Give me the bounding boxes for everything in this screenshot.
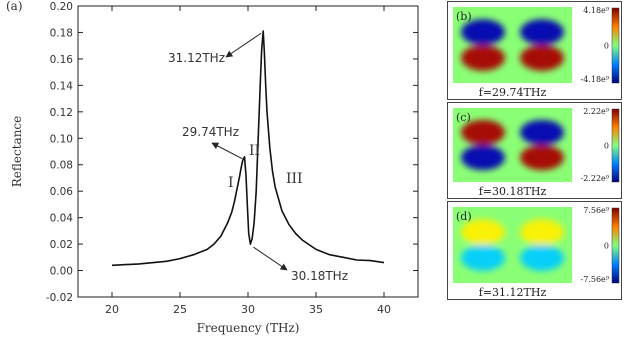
colorbar-tick-label: -2.22e⁹: [581, 174, 610, 183]
frequency-caption: f=31.12THz: [479, 286, 547, 299]
field-lobe-bottom: [520, 45, 564, 71]
field-lobe-top: [461, 19, 505, 45]
x-tick-label: 40: [377, 303, 391, 316]
y-tick-label: 0.06: [50, 186, 74, 198]
annotation-label: 30.18THz: [291, 269, 348, 283]
panel-label: (b): [456, 10, 472, 23]
frequency-caption: f=30.18THz: [479, 185, 547, 198]
panel-label-a: (a): [6, 0, 23, 13]
colorbar-tick-label: -7.56e⁹: [581, 275, 610, 284]
y-tick-label: 0.16: [50, 54, 74, 66]
field-lobe-bottom: [461, 145, 505, 171]
colorbar-tick-label: -4.18e⁹: [581, 75, 610, 84]
colorbar-tick-label: 4.18e⁹: [583, 6, 610, 15]
y-tick-label: 0.14: [50, 80, 74, 92]
field-background: [453, 207, 572, 283]
field-lobe-bottom: [520, 245, 564, 271]
field-lobe-bottom: [520, 145, 564, 171]
y-tick-label: 0.02: [50, 239, 73, 251]
y-tick-label: 0.08: [50, 160, 73, 172]
y-tick-label: 0.04: [50, 213, 74, 225]
region-label: II: [249, 143, 260, 159]
region-label: I: [228, 175, 234, 191]
y-tick-label: 0.18: [50, 27, 73, 39]
field-lobe-top: [520, 119, 564, 145]
field-panel-b: (b) f=29.74THz 4.18e⁹ 0 -4.18e⁹: [447, 1, 622, 100]
panel-label: (c): [456, 111, 471, 124]
x-tick-label: 35: [309, 303, 323, 316]
colorbar-tick-label: 0: [604, 42, 609, 51]
field-lobe-bottom: [461, 245, 505, 271]
field-panel-c: (c) f=30.18THz 2.22e⁹ 0 -2.22e⁹: [447, 102, 622, 199]
x-tick-label: 30: [241, 303, 255, 316]
x-tick-label: 20: [105, 303, 119, 316]
field-lobes: [461, 19, 564, 71]
field-lobe-top: [520, 219, 564, 245]
field-background: [453, 7, 572, 83]
field-panel-d: (d) f=31.12THz 7.56e⁹ 0 -7.56e⁹: [447, 201, 622, 300]
annotation-arrow: [253, 246, 288, 271]
y-tick-label: -0.02: [46, 292, 73, 304]
colorbar: [611, 108, 620, 183]
field-lobe-top: [461, 119, 505, 145]
colorbar-tick-label: 0: [604, 242, 609, 251]
colorbar: [611, 7, 620, 84]
field-lobe-top: [461, 219, 505, 245]
annotation-label: 31.12THz: [168, 51, 225, 65]
y-axis-title: Reflectance: [10, 116, 24, 188]
annotation-arrow: [211, 142, 243, 160]
colorbar-tick-label: 2.22e⁹: [583, 107, 610, 116]
reflectance-line: [111, 30, 385, 267]
field-background: [453, 108, 572, 182]
field-map-c: (c) f=30.18THz 2.22e⁹ 0 -2.22e⁹: [453, 107, 620, 198]
annotation-arrow: [225, 32, 262, 58]
y-tick-label: 0.20: [50, 1, 73, 13]
region-label: III: [286, 171, 303, 187]
colorbar: [611, 207, 620, 284]
plot-frame: [77, 5, 419, 298]
x-tick-label: 25: [173, 303, 187, 316]
field-map-b: (b) f=29.74THz 4.18e⁹ 0 -4.18e⁹: [453, 6, 620, 99]
field-lobes: [461, 219, 564, 271]
field-lobe-top: [520, 19, 564, 45]
colorbar-tick-label: 7.56e⁹: [583, 206, 610, 215]
reflectance-chart: 20 25 30 35 40 -0.02 0.00 0.02 0.04 0.06 0.08 0.10 0…: [6, 0, 419, 335]
panel-label: (d): [456, 210, 472, 223]
x-axis-title: Frequency (THz): [197, 321, 300, 335]
y-tick-label: 0.00: [50, 266, 73, 278]
y-tick-label: 0.10: [50, 133, 73, 145]
field-map-d: (d) f=31.12THz 7.56e⁹ 0 -7.56e⁹: [453, 206, 620, 299]
field-lobes: [461, 119, 564, 171]
y-tick-label: 0.12: [50, 107, 73, 119]
field-lobe-bottom: [461, 45, 505, 71]
frequency-caption: f=29.74THz: [479, 86, 547, 99]
colorbar-tick-label: 0: [604, 142, 609, 151]
annotation-label: 29.74THz: [182, 125, 239, 139]
